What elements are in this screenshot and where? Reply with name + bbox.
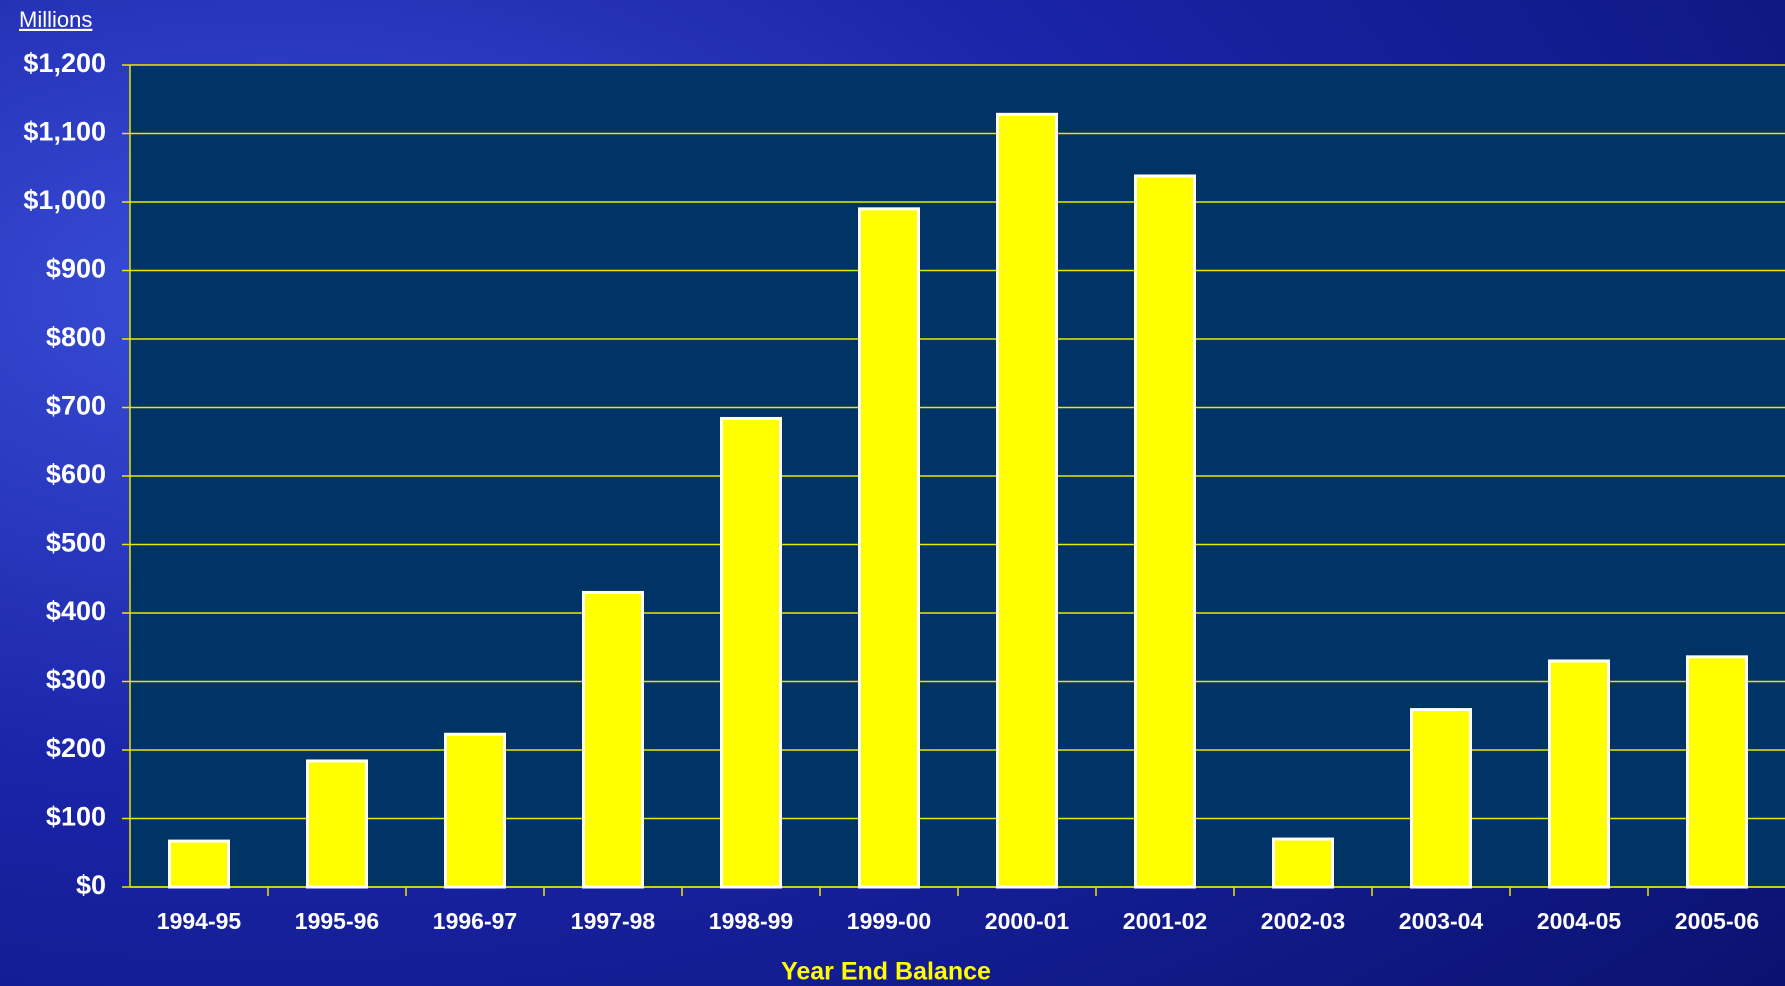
x-tick-label: 1997-98 bbox=[571, 908, 656, 934]
y-tick-label: $500 bbox=[46, 528, 106, 558]
bar bbox=[1134, 174, 1196, 889]
bar bbox=[1272, 837, 1334, 889]
bar bbox=[1548, 659, 1610, 889]
x-tick-label: 1999-00 bbox=[847, 908, 931, 934]
x-tick-label: 2005-06 bbox=[1675, 908, 1759, 934]
bar bbox=[996, 112, 1058, 889]
bar bbox=[168, 839, 230, 889]
x-tick-label: 2001-02 bbox=[1123, 908, 1207, 934]
x-tick-label: 1994-95 bbox=[157, 908, 242, 934]
bar bbox=[582, 590, 644, 889]
x-tick-label: 2002-03 bbox=[1261, 908, 1345, 934]
bar bbox=[720, 416, 782, 889]
x-axis-label: Year End Balance bbox=[781, 958, 991, 986]
bar bbox=[1686, 655, 1748, 889]
y-tick-label: $600 bbox=[46, 459, 106, 489]
x-tick-label: 2004-05 bbox=[1537, 908, 1622, 934]
y-tick-label: $900 bbox=[46, 254, 106, 284]
x-tick-label: 1998-99 bbox=[709, 908, 793, 934]
y-tick-label: $200 bbox=[46, 733, 106, 763]
bar bbox=[306, 759, 368, 889]
y-tick-label: $700 bbox=[46, 391, 106, 421]
x-tick-label: 1996-97 bbox=[433, 908, 517, 934]
unit-label: Millions bbox=[19, 7, 92, 32]
x-tick-label: 1995-96 bbox=[295, 908, 379, 934]
y-tick-label: $1,100 bbox=[23, 117, 106, 147]
y-tick-label: $800 bbox=[46, 322, 106, 352]
y-tick-label: $400 bbox=[46, 596, 106, 626]
y-tick-label: $1,200 bbox=[23, 48, 106, 78]
bar bbox=[1410, 708, 1472, 889]
bar bbox=[858, 207, 920, 889]
x-tick-label: 2003-04 bbox=[1399, 908, 1484, 934]
x-tick-label: 2000-01 bbox=[985, 908, 1070, 934]
y-tick-label: $100 bbox=[46, 802, 106, 832]
bar bbox=[444, 732, 506, 889]
y-tick-label: $1,000 bbox=[23, 185, 106, 215]
y-tick-label: $300 bbox=[46, 665, 106, 695]
y-tick-label: $0 bbox=[76, 870, 106, 900]
